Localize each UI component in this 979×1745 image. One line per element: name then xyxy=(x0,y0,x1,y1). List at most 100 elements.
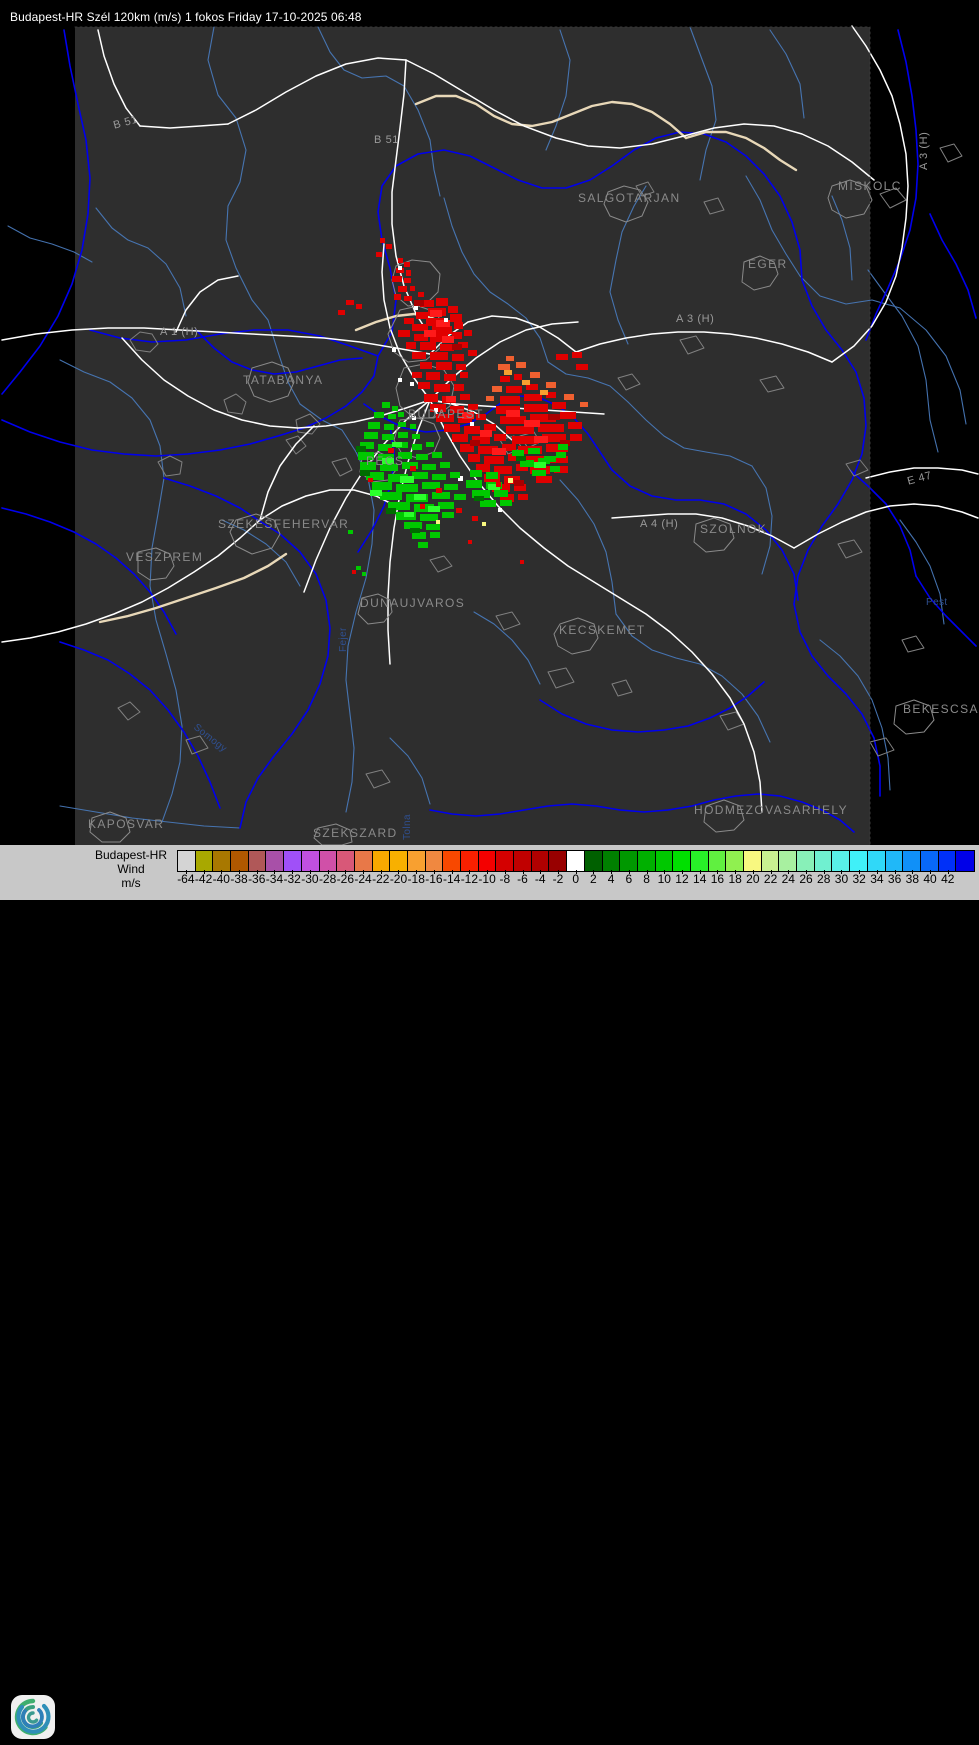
map-road-label-a3-northeast: A 3 (H) xyxy=(918,131,930,170)
map-county-label-pest: Pest xyxy=(926,597,948,608)
color-swatch[interactable] xyxy=(673,851,691,871)
scale-tick-label: -42 xyxy=(194,870,213,886)
map-label-bekescsaba: BEKESCSABA xyxy=(903,702,979,716)
scale-tick-label: -2 xyxy=(549,870,567,886)
color-swatch[interactable] xyxy=(567,851,585,871)
map-label-salgotarjan: SALGOTARJAN xyxy=(578,191,681,205)
color-swatch[interactable] xyxy=(584,851,603,871)
scale-tick-label: 34 xyxy=(868,870,886,886)
color-swatch[interactable] xyxy=(531,851,550,871)
color-swatch[interactable] xyxy=(301,851,320,871)
color-swatch[interactable] xyxy=(602,851,621,871)
map-road-label-a3-central: A 3 (H) xyxy=(676,313,715,325)
color-swatch[interactable] xyxy=(231,851,249,871)
map-label-budapest: BUDAPEST xyxy=(408,407,484,421)
color-swatch[interactable] xyxy=(248,851,267,871)
scale-tick-label: -16 xyxy=(425,870,443,886)
scale-tick-label: 0 xyxy=(567,870,585,886)
color-swatch[interactable] xyxy=(779,851,798,871)
color-swatch[interactable] xyxy=(797,851,815,871)
map-label-szolnok: SZOLNOK xyxy=(700,522,768,536)
scale-tick-label: -8 xyxy=(496,870,514,886)
color-swatch[interactable] xyxy=(178,851,196,871)
map-label-kecskemet: KECSKEMET xyxy=(559,623,646,637)
color-swatch[interactable] xyxy=(761,851,780,871)
color-swatch[interactable] xyxy=(549,851,568,871)
map-label-pecs: PECS xyxy=(366,454,405,468)
scale-tick-label: 2 xyxy=(585,870,603,886)
color-swatch[interactable] xyxy=(814,851,833,871)
map-label-dunaujvaros: DUNAUJVAROS xyxy=(360,596,466,610)
color-swatch[interactable] xyxy=(655,851,674,871)
map-road-label-a1: A 1 (H) xyxy=(160,326,199,338)
scale-tick-label: 28 xyxy=(815,870,833,886)
color-swatch[interactable] xyxy=(956,851,974,871)
scale-tick-label: 22 xyxy=(762,870,780,886)
color-swatch[interactable] xyxy=(726,851,744,871)
color-scale-legend: Budapest-HR Wind m/s -64 -42 -40 -38 -36 -34-… xyxy=(0,845,979,1739)
color-scale-ticks: -64 -42 -40 -38 -36 -34 -32 -30 -28 -26 -24 -22 -20-… xyxy=(177,870,975,895)
scale-tick-label: 8 xyxy=(638,870,656,886)
scale-tick-label: 42 xyxy=(939,870,957,886)
scale-tick-label: -4 xyxy=(531,870,549,886)
color-swatch[interactable] xyxy=(690,851,709,871)
color-swatch[interactable] xyxy=(407,851,426,871)
color-swatch[interactable] xyxy=(266,851,285,871)
scale-tick-label: 38 xyxy=(903,870,921,886)
color-swatch[interactable] xyxy=(514,851,532,871)
legend-title-line2: Wind xyxy=(117,862,145,876)
color-swatch[interactable] xyxy=(620,851,638,871)
color-swatch[interactable] xyxy=(319,851,338,871)
color-swatch[interactable] xyxy=(885,851,904,871)
scale-tick-label: -10 xyxy=(478,870,496,886)
map-vectors xyxy=(0,0,979,845)
legend-title-line3: m/s xyxy=(121,876,141,890)
scale-tick-label: -12 xyxy=(460,870,479,886)
color-swatch[interactable] xyxy=(850,851,868,871)
color-swatch[interactable] xyxy=(832,851,851,871)
map-county-label-fejer: Fejer xyxy=(338,627,349,652)
color-swatch[interactable] xyxy=(461,851,479,871)
scale-tick-label: 30 xyxy=(833,870,851,886)
color-swatch[interactable] xyxy=(637,851,656,871)
color-swatch[interactable] xyxy=(354,851,373,871)
scale-tick-label: 14 xyxy=(691,870,709,886)
map-label-miskolc: MISKOLC xyxy=(838,179,902,193)
color-swatch[interactable] xyxy=(195,851,214,871)
color-swatch[interactable] xyxy=(443,851,461,871)
color-scale-swatches[interactable] xyxy=(177,850,975,872)
color-swatch[interactable] xyxy=(213,851,232,871)
color-swatch[interactable] xyxy=(708,851,727,871)
color-swatch[interactable] xyxy=(390,851,408,871)
map-road-label-a4: A 4 (H) xyxy=(640,518,679,530)
scale-tick-label: -30 xyxy=(301,870,319,886)
scale-tick-label: 36 xyxy=(886,870,904,886)
map-road-label-b51-east: B 51 xyxy=(374,134,400,146)
spiral-logo xyxy=(10,1694,56,1740)
color-swatch[interactable] xyxy=(284,851,302,871)
color-swatch[interactable] xyxy=(920,851,939,871)
map-label-kaposvar: KAPOSVAR xyxy=(88,817,165,831)
color-swatch[interactable] xyxy=(496,851,515,871)
color-swatch[interactable] xyxy=(425,851,444,871)
scale-tick-label: -14 xyxy=(442,870,461,886)
color-swatch[interactable] xyxy=(903,851,921,871)
map-label-tatabanya: TATABANYA xyxy=(243,373,324,387)
scale-tick-label: -34 xyxy=(265,870,284,886)
color-swatch[interactable] xyxy=(337,851,355,871)
color-swatch[interactable] xyxy=(372,851,391,871)
scale-tick-label: 4 xyxy=(602,870,620,886)
color-swatch[interactable] xyxy=(867,851,886,871)
legend-title: Budapest-HR Wind m/s xyxy=(86,848,176,890)
color-swatch[interactable] xyxy=(744,851,762,871)
scale-tick-label: -18 xyxy=(407,870,425,886)
color-swatch[interactable] xyxy=(478,851,497,871)
scale-tick-label: -22 xyxy=(372,870,390,886)
scale-tick-label: 12 xyxy=(673,870,691,886)
color-swatch[interactable] xyxy=(938,851,957,871)
map-label-veszprem: VESZPREM xyxy=(126,550,204,564)
scale-tick-label: 26 xyxy=(797,870,815,886)
scale-tick-label: 6 xyxy=(620,870,638,886)
radar-map[interactable]: SALGOTARJAN MISKOLC EGER TATABANYA BUDAP… xyxy=(0,0,979,845)
scale-tick-label: -24 xyxy=(354,870,372,886)
